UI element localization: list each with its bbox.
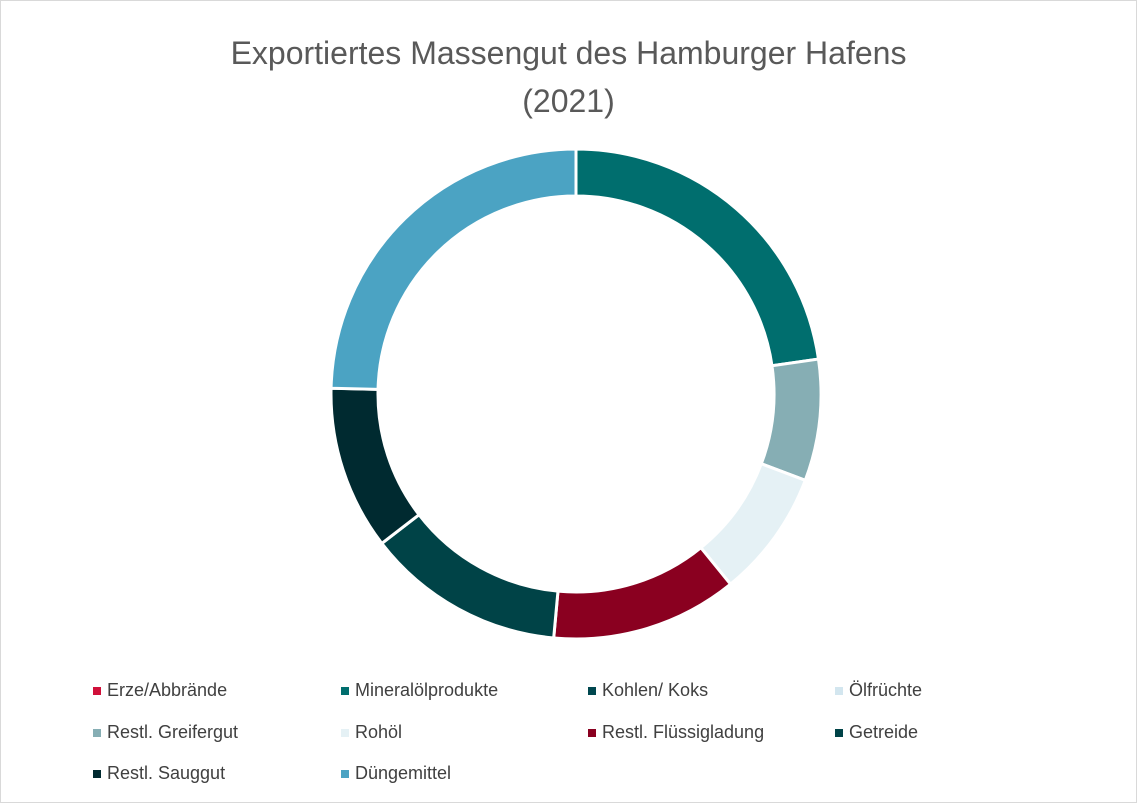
legend-label: Restl. Greifergut	[107, 722, 238, 742]
donut-segment	[574, 147, 821, 368]
legend-swatch	[835, 729, 843, 737]
legend-swatch	[588, 729, 596, 737]
legend-label: Ölfrüchte	[849, 680, 922, 700]
legend-swatch	[93, 729, 101, 737]
donut-segment	[329, 386, 422, 546]
legend-label: Restl. Sauggut	[107, 763, 225, 783]
legend-swatch	[588, 687, 596, 695]
legend-swatch	[341, 770, 349, 778]
donut-segment	[329, 147, 578, 391]
legend-swatch	[341, 729, 349, 737]
legend-swatch	[341, 687, 349, 695]
legend-swatch	[835, 687, 843, 695]
chart-title: Exportiertes Massengut des Hamburger Haf…	[230, 35, 907, 119]
legend-label: Erze/Abbrände	[107, 680, 227, 700]
legend-label: Getreide	[849, 722, 918, 742]
legend-label: Kohlen/ Koks	[602, 680, 708, 700]
legend-label: Rohöl	[355, 722, 402, 742]
legend-label: Restl. Flüssigladung	[602, 722, 764, 742]
legend-swatch	[93, 687, 101, 695]
donut-segment	[552, 545, 733, 641]
donut-segment	[379, 512, 560, 640]
donut-segment	[759, 357, 823, 483]
legend-label: Mineralölprodukte	[355, 680, 498, 700]
legend-label: Düngemittel	[355, 763, 451, 783]
legend-swatch	[93, 770, 101, 778]
